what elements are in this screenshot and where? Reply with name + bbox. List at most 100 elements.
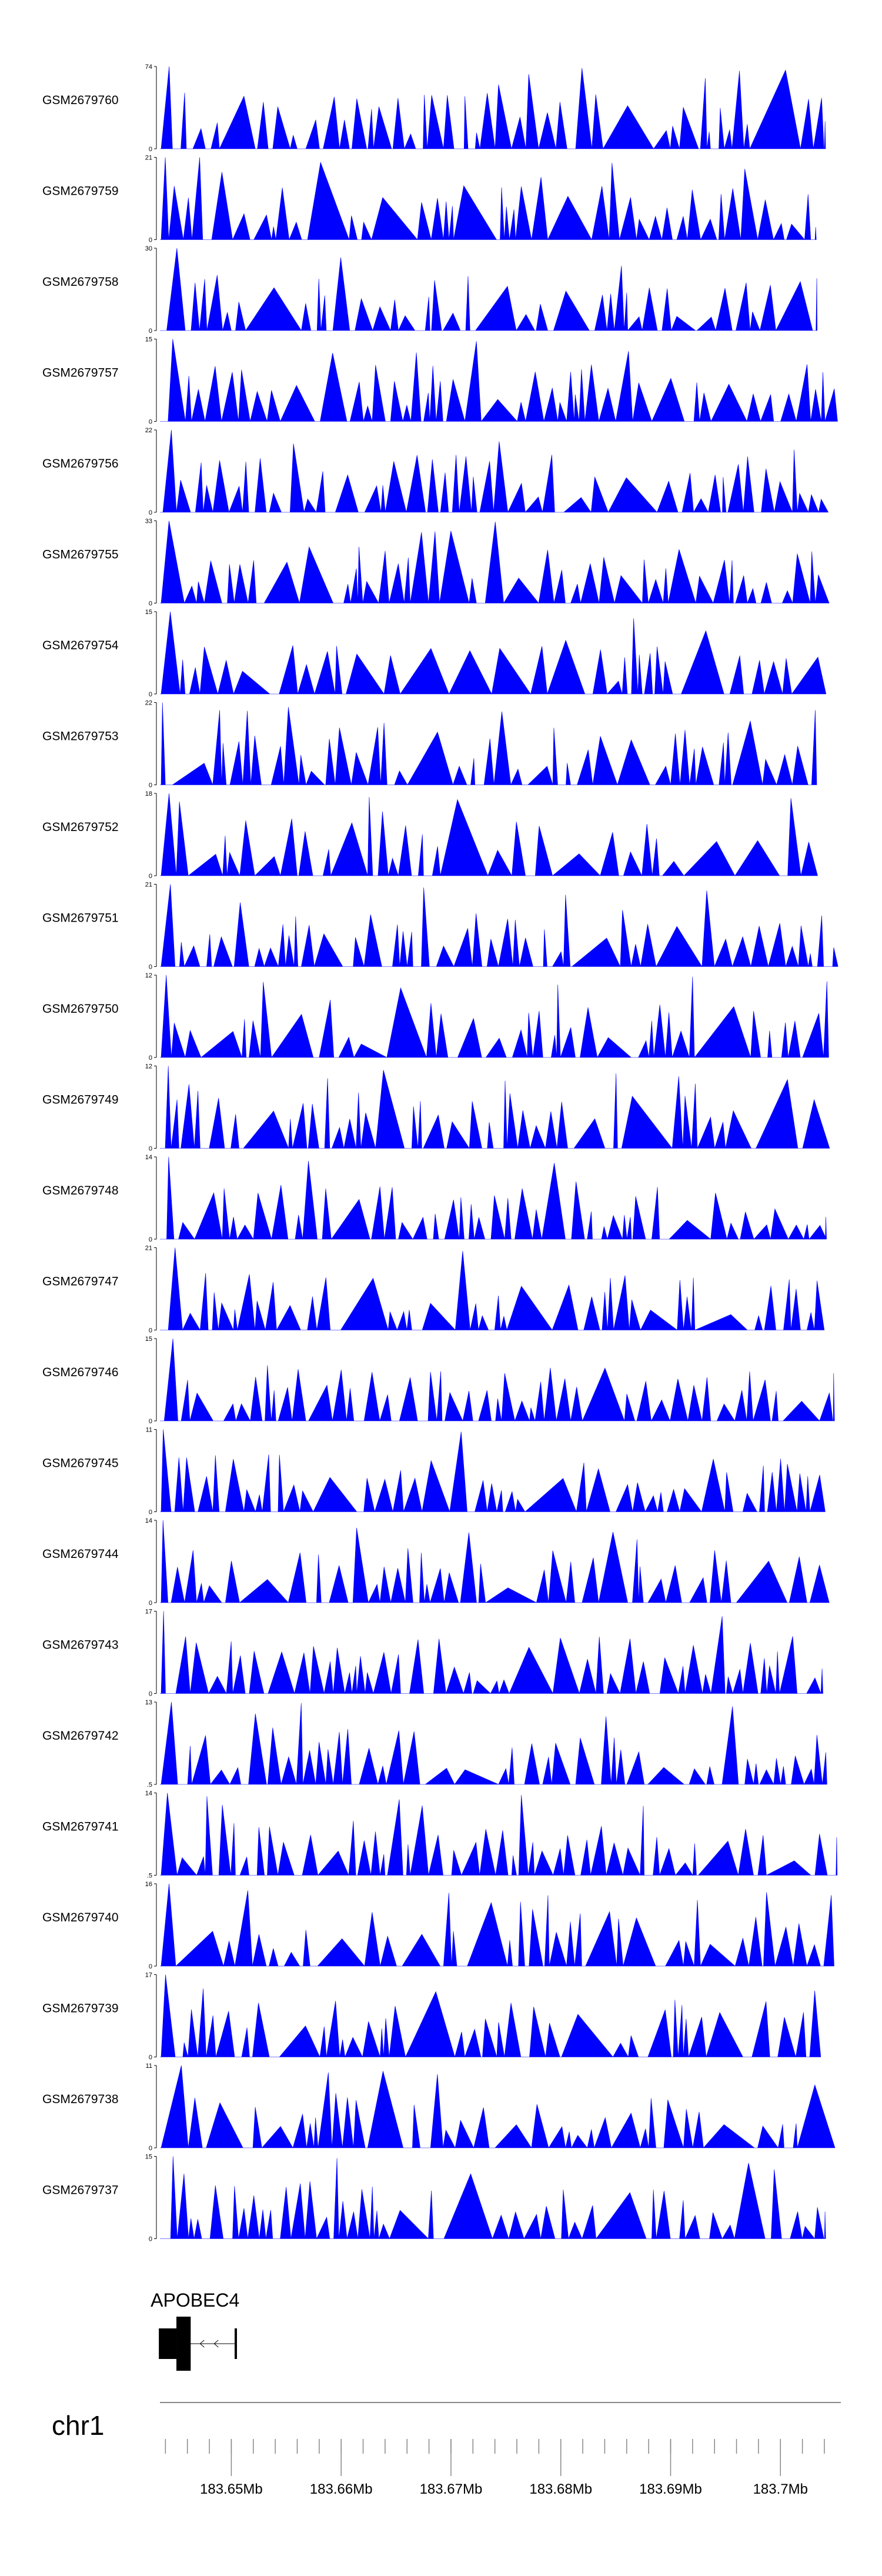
- y-max-label: 21: [145, 1245, 152, 1252]
- track-GSM2679755: GSM2679755 33 0: [42, 518, 830, 608]
- track-GSM2679740: GSM2679740 16 0: [42, 1881, 834, 1970]
- y-min-label: 0: [149, 1509, 152, 1516]
- strand-chevron: [199, 2340, 205, 2348]
- y-max-label: 21: [145, 155, 152, 162]
- track-name-label: GSM2679747: [42, 1275, 119, 1289]
- track-name-label: GSM2679749: [42, 1093, 119, 1107]
- y-max-label: 14: [145, 1790, 152, 1797]
- track-name-label: GSM2679742: [42, 1729, 119, 1743]
- y-max-label: 18: [145, 790, 152, 798]
- y-min-label: 0: [149, 146, 152, 153]
- track-name-label: GSM2679756: [42, 457, 119, 471]
- y-max-label: 22: [145, 427, 152, 434]
- y-max-label: 17: [145, 1972, 152, 1979]
- y-min-label: 0: [149, 1600, 152, 1607]
- y-max-label: 14: [145, 1154, 152, 1161]
- y-min-label: 0: [149, 2145, 152, 2152]
- y-min-label: .5: [147, 1781, 152, 1788]
- y-max-label: 15: [145, 336, 152, 343]
- track-name-label: GSM2679759: [42, 185, 119, 198]
- coverage-area-GSM2679747: [160, 1247, 825, 1331]
- y-min-label: 0: [149, 1055, 152, 1062]
- y-max-label: 11: [146, 1427, 152, 1434]
- gene-exon-2: [176, 2317, 191, 2371]
- track-GSM2679754: GSM2679754 15 0: [42, 609, 827, 698]
- track-GSM2679759: GSM2679759 21 0: [42, 155, 817, 244]
- coverage-area-GSM2679743: [160, 1611, 823, 1694]
- coverage-area-GSM2679737: [160, 2156, 826, 2240]
- y-min-label: 0: [149, 600, 152, 608]
- y-max-label: 14: [145, 1517, 152, 1524]
- track-GSM2679749: GSM2679749 12 0: [42, 1063, 830, 1153]
- y-min-label: 0: [149, 782, 152, 789]
- track-GSM2679747: GSM2679747 21 0: [42, 1245, 825, 1334]
- track-GSM2679738: GSM2679738 11 0: [42, 2063, 836, 2152]
- coverage-area-GSM2679758: [160, 248, 818, 332]
- coverage-area-GSM2679738: [160, 2065, 836, 2149]
- coverage-area-GSM2679751: [160, 884, 838, 967]
- track-name-label: GSM2679758: [42, 275, 119, 289]
- track-name-label: GSM2679753: [42, 730, 119, 743]
- y-min-label: 0: [149, 1146, 152, 1153]
- track-name-label: GSM2679760: [42, 94, 119, 107]
- track-GSM2679746: GSM2679746 15 0: [42, 1336, 835, 1425]
- y-max-label: 74: [145, 64, 152, 71]
- y-min-label: 0: [149, 1236, 152, 1243]
- y-max-label: 21: [145, 882, 152, 889]
- y-min-label: 0: [149, 691, 152, 698]
- y-max-label: 30: [145, 245, 152, 252]
- axis-tick-label: 183.65Mb: [200, 2481, 263, 2497]
- track-name-label: GSM2679745: [42, 1457, 119, 1470]
- coverage-tracks: GSM2679760740GSM2679759210GSM2679758300G…: [42, 64, 838, 2243]
- track-GSM2679748: GSM2679748 14 0: [42, 1154, 827, 1243]
- coverage-area-GSM2679759: [160, 157, 817, 241]
- track-GSM2679744: GSM2679744 14 0: [42, 1517, 830, 1607]
- y-min-label: 0: [149, 419, 152, 426]
- track-GSM2679753: GSM2679753 22 0: [42, 700, 817, 789]
- coverage-area-GSM2679749: [160, 1066, 830, 1149]
- coverage-area-GSM2679756: [160, 429, 829, 513]
- track-name-label: GSM2679755: [42, 548, 119, 562]
- gene-label: APOBEC4: [151, 2290, 239, 2311]
- coverage-area-GSM2679744: [160, 1520, 830, 1604]
- y-max-label: 11: [146, 2063, 152, 2070]
- axis-tick-label: 183.7Mb: [753, 2481, 808, 2497]
- track-GSM2679760: GSM2679760 74 0: [42, 64, 826, 153]
- track-GSM2679743: GSM2679743 17 0: [42, 1609, 823, 1698]
- y-max-label: 15: [145, 1336, 152, 1343]
- y-max-label: 15: [145, 609, 152, 616]
- y-min-label: 0: [149, 2236, 152, 2243]
- coverage-area-GSM2679753: [160, 702, 817, 786]
- axis-tick-label: 183.67Mb: [420, 2481, 483, 2497]
- track-GSM2679737: GSM2679737 15 0: [42, 2154, 826, 2243]
- track-name-label: GSM2679738: [42, 2093, 119, 2106]
- coverage-area-GSM2679746: [160, 1338, 835, 1422]
- track-name-label: GSM2679746: [42, 1366, 119, 1379]
- y-min-label: 0: [149, 964, 152, 971]
- track-name-label: GSM2679752: [42, 820, 119, 834]
- track-name-label: GSM2679743: [42, 1639, 119, 1652]
- y-min-label: 0: [149, 1327, 152, 1334]
- track-name-label: GSM2679739: [42, 2002, 119, 2016]
- y-max-label: 13: [145, 1699, 152, 1706]
- track-name-label: GSM2679748: [42, 1184, 119, 1197]
- track-name-label: GSM2679740: [42, 1911, 119, 1924]
- track-name-label: GSM2679757: [42, 366, 119, 380]
- coverage-area-GSM2679757: [160, 339, 838, 422]
- track-GSM2679758: GSM2679758 30 0: [42, 245, 818, 335]
- y-min-label: 0: [149, 2054, 152, 2061]
- track-GSM2679742: GSM2679742 13 .5: [42, 1699, 827, 1788]
- y-min-label: 0: [149, 1691, 152, 1698]
- track-name-label: GSM2679754: [42, 639, 119, 652]
- coverage-area-GSM2679741: [160, 1793, 838, 1876]
- y-min-label: 0: [149, 1963, 152, 1970]
- track-name-label: GSM2679744: [42, 1547, 119, 1561]
- coverage-area-GSM2679742: [160, 1701, 827, 1786]
- coverage-area-GSM2679755: [160, 520, 830, 604]
- y-max-label: 12: [145, 972, 152, 979]
- track-name-label: GSM2679751: [42, 912, 119, 925]
- coverage-area-GSM2679754: [160, 611, 827, 695]
- gene-exon-1: [159, 2328, 177, 2359]
- coverage-area-GSM2679748: [160, 1156, 827, 1240]
